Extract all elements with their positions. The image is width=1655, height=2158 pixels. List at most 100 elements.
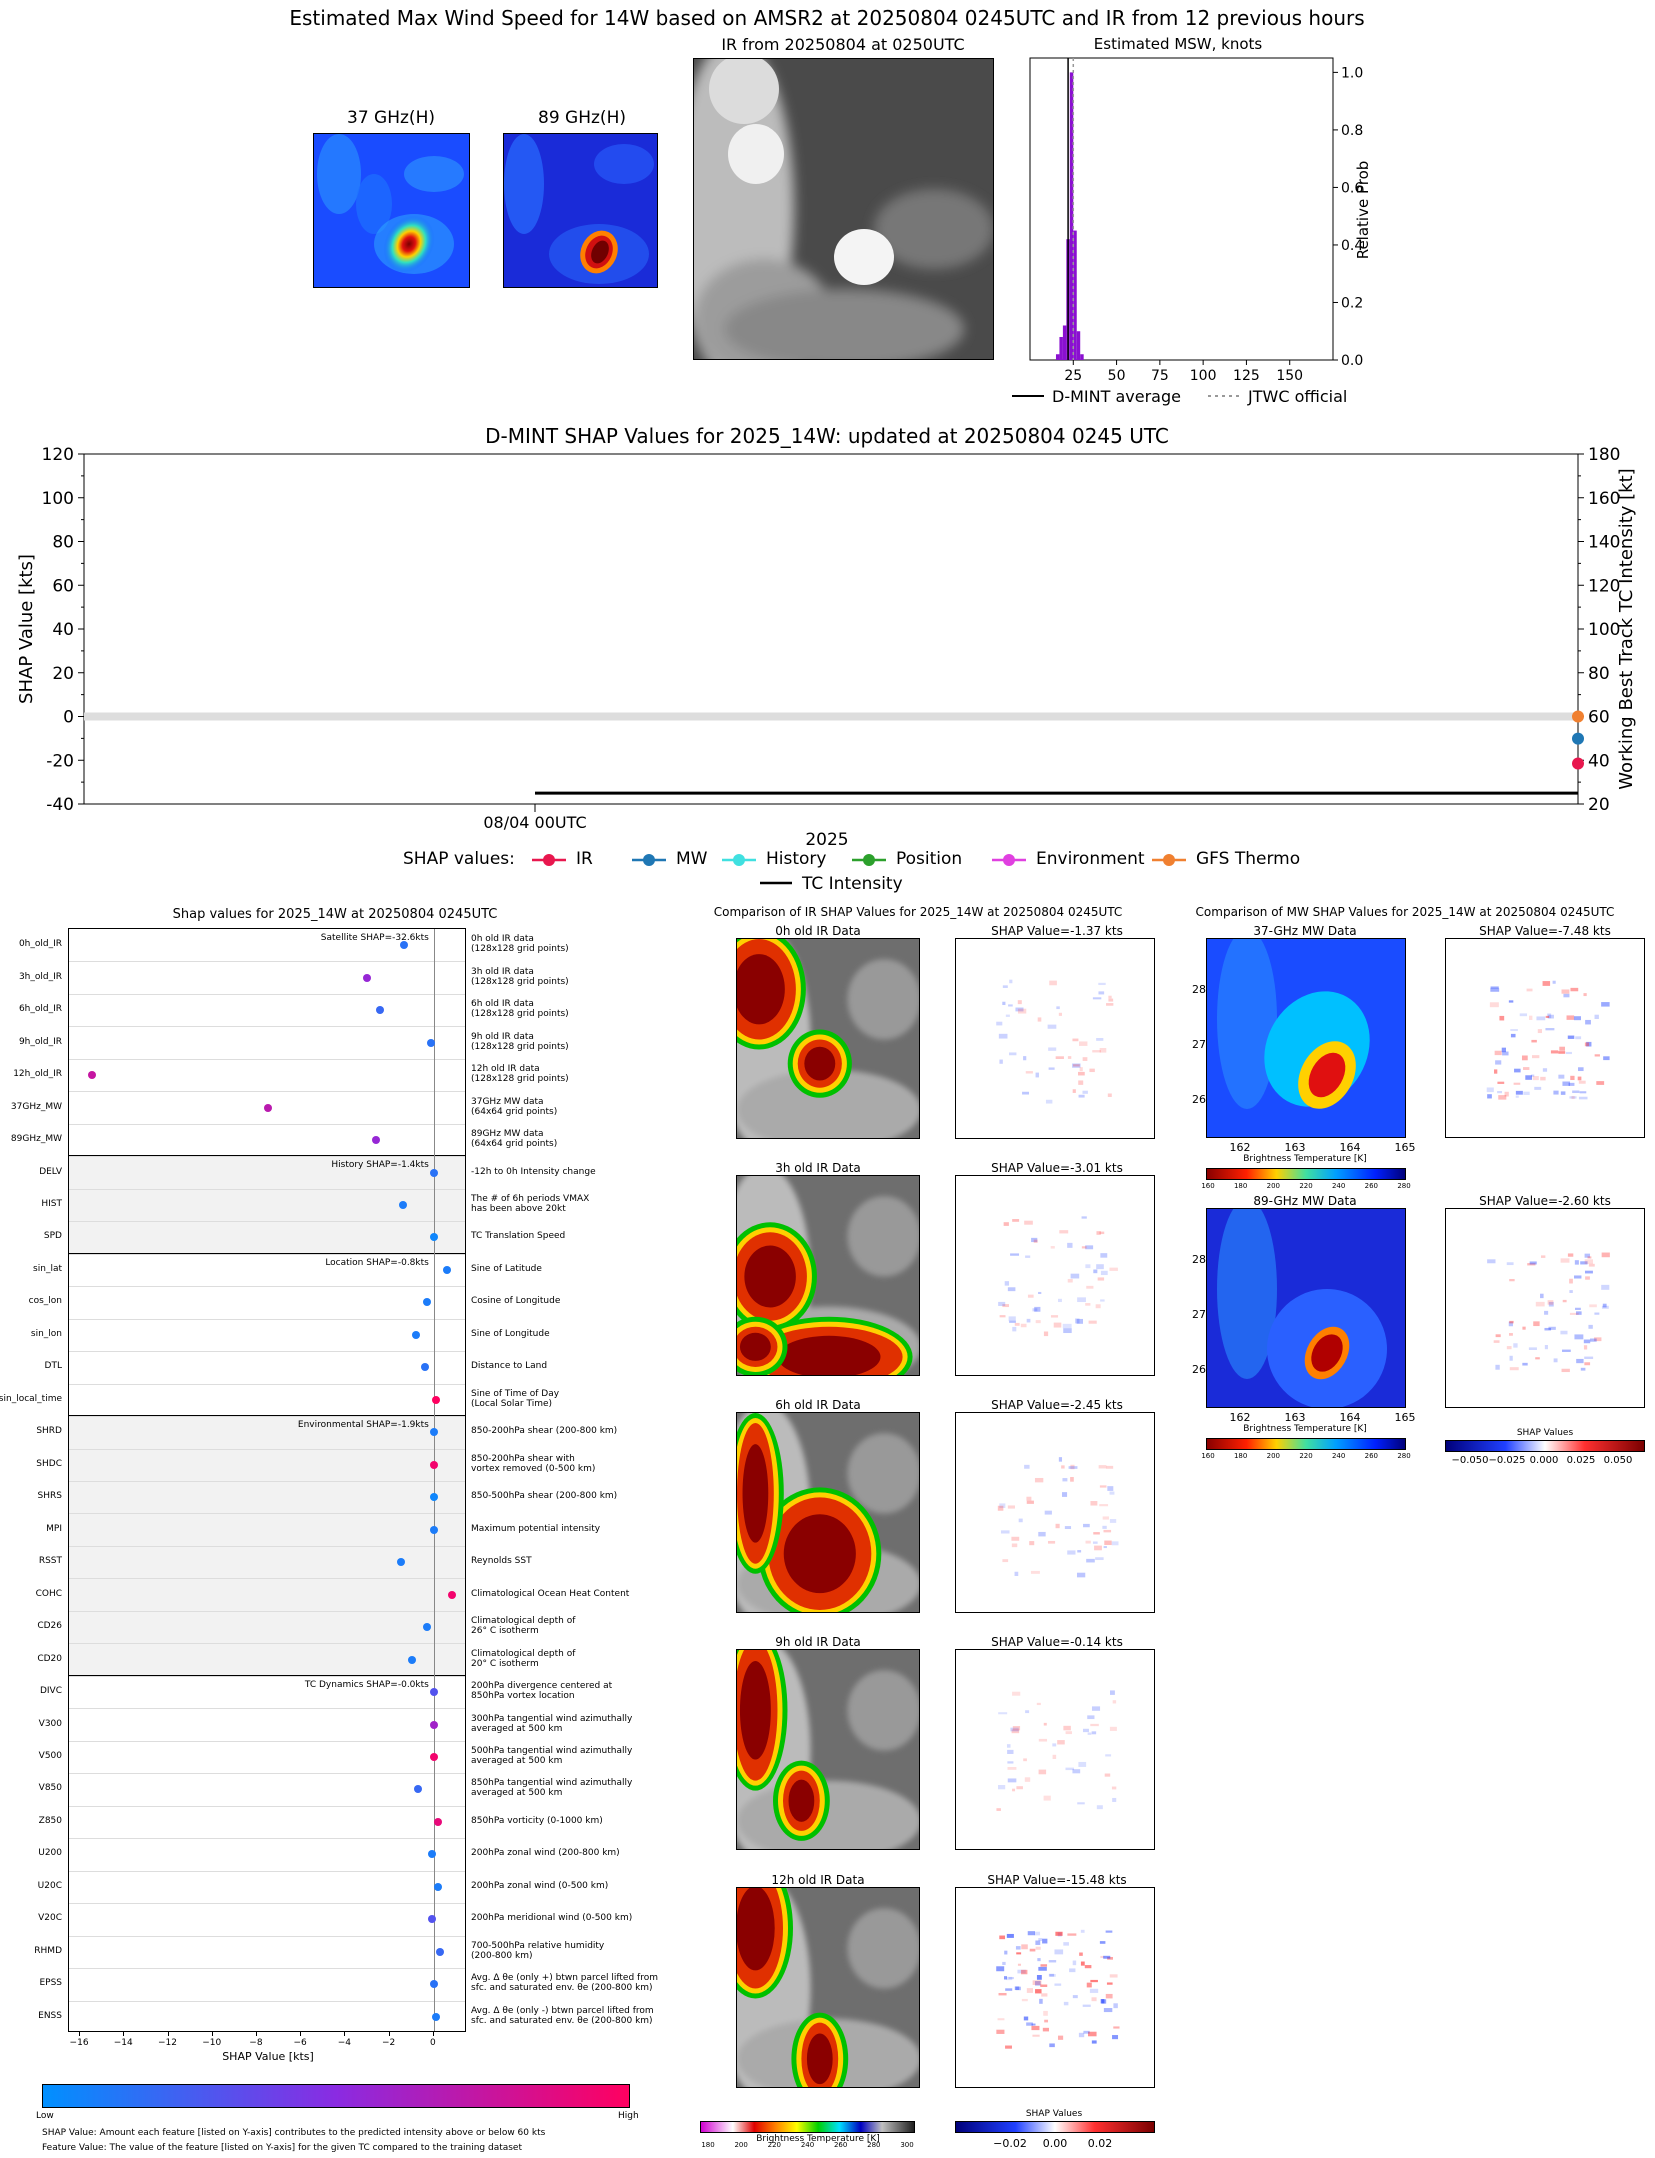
shap-point <box>429 1688 438 1697</box>
shap-group-label: History SHAP=-1.4kts <box>331 1160 429 1171</box>
timeline-axes-frame <box>83 453 1579 805</box>
shap-feature-desc: 3h old IR data (128x128 grid points) <box>471 966 569 987</box>
timeline-legend-label: SHAP values: <box>403 849 515 869</box>
shap-point <box>264 1103 273 1112</box>
shap-feature-name: 9h_old_IR <box>18 1036 62 1047</box>
shap-feature-desc: 700-500hPa relative humidity (200-800 km… <box>471 1940 605 1961</box>
shap-feature-desc: Sine of Time of Day (Local Solar Time) <box>471 1388 560 1409</box>
timeline-legend: IR MW History Position Environment GFS Thermo <box>530 848 1430 872</box>
shap-feature-desc: 0h old IR data (128x128 grid points) <box>471 934 569 955</box>
shap-feature-desc: 850-200hPa shear (200-800 km) <box>471 1426 618 1437</box>
mw-cbar-tick: 220 <box>1299 1182 1313 1190</box>
colorbar-low-label: Low <box>36 2111 54 2121</box>
msw-axes-frame <box>1029 57 1334 361</box>
timeline-point-gfs-thermo <box>1572 710 1584 723</box>
ir-cbar-label: Brightness Temperature [K] <box>756 2134 880 2144</box>
mw-cbar-tick: 220 <box>1299 1452 1313 1460</box>
mw-ytick: 27 <box>1192 1308 1206 1321</box>
ir-row-label: 3h old IR Data <box>775 1161 861 1175</box>
shap-feature-name: V850 <box>38 1783 62 1794</box>
msw-ytick-label: 0.0 <box>1341 353 1363 369</box>
mw-xtick: 163 <box>1284 1411 1306 1424</box>
mw-cbar-label: Brightness Temperature [K] <box>1243 1424 1367 1434</box>
shap-feature-name: RSST <box>38 1556 62 1567</box>
timeline-ylabel-left: SHAP Value [kts] <box>16 554 37 704</box>
mw-row-image <box>1206 938 1406 1138</box>
ir-cbar-tick: 300 <box>900 2141 914 2149</box>
shap-feature-desc: Climatological Ocean Heat Content <box>471 1588 630 1599</box>
mw-xtick: 162 <box>1229 1141 1251 1154</box>
shap-feature-name: CD20 <box>37 1653 62 1664</box>
shap-feature-name: 0h_old_IR <box>18 939 62 950</box>
mw-compare-title: Comparison of MW SHAP Values for 2025_14… <box>1195 905 1615 919</box>
shap-feature-name: RHMD <box>34 1945 62 1956</box>
timeline-y2tick-label: 100 <box>1588 620 1620 640</box>
shap-point <box>429 1720 438 1729</box>
shap-feature-desc: -12h to 0h Intensity change <box>471 1166 596 1177</box>
timeline-ytick-label: 120 <box>42 445 74 465</box>
ir-shap-tick: 0.02 <box>1087 2137 1113 2150</box>
shap-feature-name: HIST <box>41 1199 62 1209</box>
ir-shap-cbar-ticks: −0.02 0.00 0.02 <box>955 2137 1155 2151</box>
shap-point <box>429 1753 438 1761</box>
ir-shap-cbar-label: SHAP Values <box>1025 2109 1083 2119</box>
shap-feature-desc: 300hPa tangential wind azimuthally avera… <box>471 1713 633 1734</box>
timeline-y2tick-label: 60 <box>1588 708 1610 728</box>
shap-feature-name: MPI <box>46 1523 62 1534</box>
shap-point <box>375 1006 384 1015</box>
shap-xtick-label: −6 <box>293 2038 307 2048</box>
shap-feature-desc: Distance to Land <box>471 1361 548 1372</box>
msw-bar <box>1069 72 1074 360</box>
shap-feature-name: cos_lon <box>28 1296 62 1307</box>
shap-feature-name: SHRD <box>36 1426 62 1437</box>
shap-zero-line <box>433 929 435 2031</box>
mw-row-label: 37-GHz MW Data <box>1253 924 1357 938</box>
mw-brightness-colorbar <box>1206 1168 1406 1180</box>
mw-row-shap-map <box>1445 1208 1645 1408</box>
msw-bar <box>1059 336 1063 360</box>
shap-point <box>412 1330 421 1339</box>
ir-row-label: 9h old IR Data <box>775 1635 861 1649</box>
shap-feature-desc: 850-500hPa shear (200-800 km) <box>471 1491 618 1502</box>
shap-group-label: TC Dynamics SHAP=-0.0kts <box>304 1679 429 1690</box>
mw-shap-cbar-tick: 0.000 <box>1529 1455 1559 1466</box>
mw-shap-cbar-tick: 0.025 <box>1566 1455 1596 1466</box>
shap-feature-desc: 89GHz MW data (64x64 grid points) <box>471 1129 558 1150</box>
timeline-title: D-MINT SHAP Values for 2025_14W: updated… <box>485 424 1169 448</box>
ir-row-label: 6h old IR Data <box>775 1398 861 1412</box>
ir-cbar-tick: 260 <box>833 2141 848 2149</box>
mw89-image <box>503 133 658 288</box>
ir-row-shap-map <box>955 1887 1155 2088</box>
mw-xtick: 163 <box>1284 1141 1306 1154</box>
mw-cbar-tick: 200 <box>1266 1452 1281 1460</box>
timeline-y2tick-label: 140 <box>1588 533 1620 553</box>
msw-bar <box>1080 354 1084 360</box>
shap-group-label: Satellite SHAP=-32.6kts <box>320 933 429 943</box>
msw-xtick-label: 75 <box>1151 368 1169 384</box>
shap-feature-name: V500 <box>38 1751 62 1761</box>
timeline-ylabel-right: Working Best Track TC Intensity [kt] <box>1616 468 1637 789</box>
shap-panel-axes: Satellite SHAP=-32.6kts History SHAP=-1.4… <box>68 928 466 2032</box>
shap-feature-desc: 850hPa tangential wind azimuthally avera… <box>471 1778 633 1799</box>
shap-feature-desc: 200hPa meridional wind (0-500 km) <box>471 1913 633 1924</box>
mw-row-shap-map <box>1445 938 1645 1138</box>
ir-row-image <box>736 938 920 1139</box>
shap-feature-name: ENSS <box>38 2010 62 2021</box>
shap-feature-desc: Climatological depth of 26° C isotherm <box>471 1616 576 1637</box>
shap-point <box>429 1233 438 1242</box>
shap-xtick-label: 0 <box>429 2038 436 2048</box>
timeline-point-mw <box>1572 732 1584 745</box>
msw-xtick-label: 100 <box>1190 368 1217 384</box>
shap-feature-name: DTL <box>44 1361 62 1372</box>
mw89-title: 89 GHz(H) <box>538 108 626 128</box>
shap-feature-desc: Maximum potential intensity <box>471 1523 601 1534</box>
legend-item-label: Position <box>896 849 963 869</box>
shap-feature-name: SHRS <box>37 1491 62 1502</box>
shap-feature-name: SPD <box>43 1231 62 1242</box>
shap-feature-name: 3h_old_IR <box>18 971 62 982</box>
shap-feature-desc: 200hPa zonal wind (0-500 km) <box>471 1880 609 1891</box>
shap-feature-name: 89GHz_MW <box>10 1134 62 1145</box>
shap-feature-name: U20C <box>37 1880 62 1891</box>
shap-point <box>436 1947 445 1956</box>
timeline-y2tick-label: 180 <box>1588 445 1620 465</box>
